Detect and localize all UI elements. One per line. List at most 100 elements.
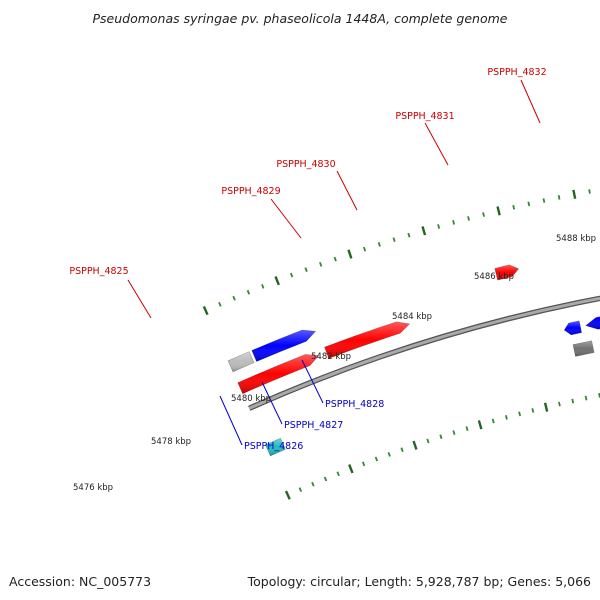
inner-tick xyxy=(584,395,588,401)
outer-tick xyxy=(333,256,337,262)
inner-tick xyxy=(477,420,483,430)
gene-label-pspph-4826[interactable]: PSPPH_4826 xyxy=(244,441,303,452)
inner-tick xyxy=(504,415,508,420)
inner-tick xyxy=(518,411,522,417)
gene-label-pspph-4825[interactable]: PSPPH_4825 xyxy=(69,266,128,277)
inner-tick xyxy=(412,440,418,450)
outer-tick xyxy=(246,289,251,295)
outer-tick xyxy=(512,204,516,210)
outer-tick xyxy=(527,201,531,207)
inner-tick xyxy=(558,401,561,407)
inner-tick xyxy=(361,461,366,467)
connector-pspph-4827 xyxy=(261,381,283,425)
inner-tick xyxy=(323,476,328,482)
feature-lightgray-left-shine xyxy=(228,351,254,372)
outer-tick xyxy=(319,261,323,267)
connector-pspph-4825 xyxy=(127,279,152,319)
cds-forward-left-b xyxy=(324,321,411,359)
connector-pspph-4830 xyxy=(336,170,358,211)
connector-pspph-4829 xyxy=(270,198,302,239)
inner-tick xyxy=(439,434,443,440)
outer-tick xyxy=(467,216,470,221)
outer-tick xyxy=(407,232,411,238)
genome-summary-text: Topology: circular; Length: 5,928,787 bp… xyxy=(247,574,591,589)
inner-tick xyxy=(491,418,495,424)
inner-tick xyxy=(348,464,354,474)
cds-reverse-left-shine xyxy=(251,330,316,362)
outer-tick xyxy=(392,237,396,243)
cds-forward-left-a-shine xyxy=(237,354,319,394)
cds-pspph-4826-a xyxy=(563,320,582,336)
gene-label-pspph-4832[interactable]: PSPPH_4832 xyxy=(487,67,546,78)
accession-text: Accession: NC_005773 xyxy=(9,574,151,589)
inner-tick xyxy=(298,487,303,492)
scale-label-5478: 5478 kbp xyxy=(151,437,191,447)
outer-tick xyxy=(218,301,222,307)
feature-pspph-4826 xyxy=(572,340,595,357)
gene-label-pspph-4827[interactable]: PSPPH_4827 xyxy=(284,420,343,431)
inner-tick xyxy=(311,481,315,487)
outer-tick xyxy=(304,267,308,273)
connector-pspph-4831 xyxy=(424,122,449,166)
inner-tick xyxy=(543,402,549,412)
inner-tick xyxy=(531,408,535,413)
outer-tick xyxy=(202,305,209,316)
cds-forward-left-a xyxy=(237,354,320,395)
inner-tick xyxy=(571,398,575,404)
feature-lightgray-left xyxy=(227,351,255,373)
outer-tick xyxy=(572,189,577,200)
connector-pspph-4826 xyxy=(219,395,243,446)
map-title: Pseudomonas syringae pv. phaseolicola 14… xyxy=(92,11,507,26)
cds-pspph-4826-a-shine xyxy=(564,320,582,335)
outer-tick xyxy=(274,276,280,286)
gene-label-pspph-4830[interactable]: PSPPH_4830 xyxy=(276,159,335,170)
genome-backbone xyxy=(248,295,600,411)
inner-tick xyxy=(336,471,340,477)
cds-pspph-4825-shine xyxy=(494,264,519,281)
outer-tick xyxy=(377,241,381,247)
outer-tick xyxy=(421,226,427,236)
cds-pspph-4825 xyxy=(494,264,520,281)
scale-label-5486: 5486 kbp xyxy=(474,272,514,282)
inner-tick xyxy=(426,438,430,444)
cds-forward-left-b-shine xyxy=(324,321,410,359)
outer-tick xyxy=(496,206,501,216)
scale-label-5482: 5482 kbp xyxy=(311,352,351,362)
outer-tick xyxy=(452,220,456,225)
outer-tick xyxy=(232,295,236,301)
outer-tick xyxy=(261,284,265,289)
inner-tick xyxy=(452,430,456,435)
scale-label-5484: 5484 kbp xyxy=(392,312,432,322)
feature-cyan-left-shine xyxy=(265,438,286,456)
gene-label-pspph-4831[interactable]: PSPPH_4831 xyxy=(395,111,454,122)
feature-pspph-4826-shine xyxy=(573,340,595,357)
inner-tick xyxy=(387,451,391,457)
inner-tick xyxy=(284,490,291,500)
cds-reverse-left xyxy=(251,329,317,362)
gene-label-pspph-4829[interactable]: PSPPH_4829 xyxy=(221,186,280,197)
outer-tick xyxy=(347,249,353,259)
tick-marks xyxy=(202,189,600,500)
inner-tick xyxy=(465,426,469,431)
scale-label-5480: 5480 kbp xyxy=(231,394,271,404)
feature-cyan-left xyxy=(265,437,286,457)
gene-label-pspph-4828[interactable]: PSPPH_4828 xyxy=(325,399,384,410)
cds-pspph-4827-shine xyxy=(585,316,600,330)
outer-tick xyxy=(588,189,591,194)
outer-tick xyxy=(557,195,561,200)
outer-tick xyxy=(363,246,367,252)
scale-label-5476: 5476 kbp xyxy=(73,483,113,493)
inner-tick xyxy=(400,447,404,453)
backbone-fill xyxy=(248,296,600,410)
outer-tick xyxy=(542,198,546,203)
gene-labels xyxy=(127,79,541,446)
outer-tick xyxy=(289,272,294,278)
cds-pspph-4827 xyxy=(585,316,600,330)
connector-pspph-4828 xyxy=(301,359,324,404)
connector-pspph-4832 xyxy=(520,79,541,124)
scale-label-5488: 5488 kbp xyxy=(556,234,596,244)
inner-tick xyxy=(374,456,378,462)
outer-tick xyxy=(437,224,441,229)
outer-tick xyxy=(482,212,485,217)
